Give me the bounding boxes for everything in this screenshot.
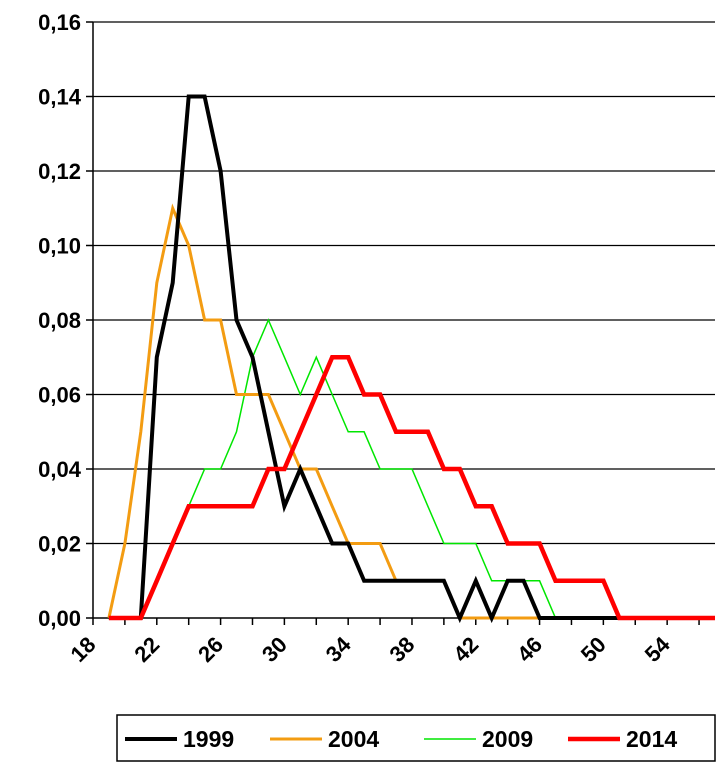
y-tick-label: 0,04 (38, 457, 82, 482)
x-tick-label: 50 (576, 632, 611, 667)
y-tick-label: 0,02 (38, 532, 81, 557)
y-tick-label: 0,10 (38, 234, 81, 259)
legend-label-2014: 2014 (626, 726, 677, 752)
legend-label-1999: 1999 (183, 726, 234, 752)
y-tick-label: 0,06 (38, 383, 81, 408)
y-tick-label: 0,16 (38, 10, 81, 35)
y-tick-label: 0,12 (38, 159, 81, 184)
gridlines (93, 21, 715, 545)
x-tick-label: 42 (448, 632, 483, 667)
series-line-2004 (107, 203, 715, 620)
x-tick-label: 26 (193, 632, 228, 667)
series-line-1999 (108, 94, 715, 624)
y-tick-labels: 0,00 0,02 0,04 0,06 0,08 0,10 0,12 0,14 0,16 (38, 10, 82, 631)
x-tick-label: 22 (129, 632, 164, 667)
legend-label-2004: 2004 (328, 726, 379, 752)
x-tick-label: 30 (257, 632, 292, 667)
x-tick-label: 18 (66, 632, 101, 667)
x-tick-label: 54 (640, 631, 676, 667)
x-tick-labels: 18 22 26 30 34 38 42 46 50 54 (66, 631, 676, 667)
y-tick-label: 0,00 (38, 606, 81, 631)
legend: 1999 2004 2009 2014 (116, 714, 716, 762)
y-tick-label: 0,08 (38, 308, 81, 333)
x-tick-label: 46 (512, 632, 547, 667)
x-tick-label: 38 (385, 632, 420, 667)
y-tick-label: 0,14 (38, 85, 82, 110)
series-line-2014 (108, 354, 715, 621)
axes (86, 21, 715, 625)
series-lines (107, 94, 715, 624)
x-tick-label: 34 (321, 631, 357, 667)
legend-label-2009: 2009 (482, 726, 533, 752)
